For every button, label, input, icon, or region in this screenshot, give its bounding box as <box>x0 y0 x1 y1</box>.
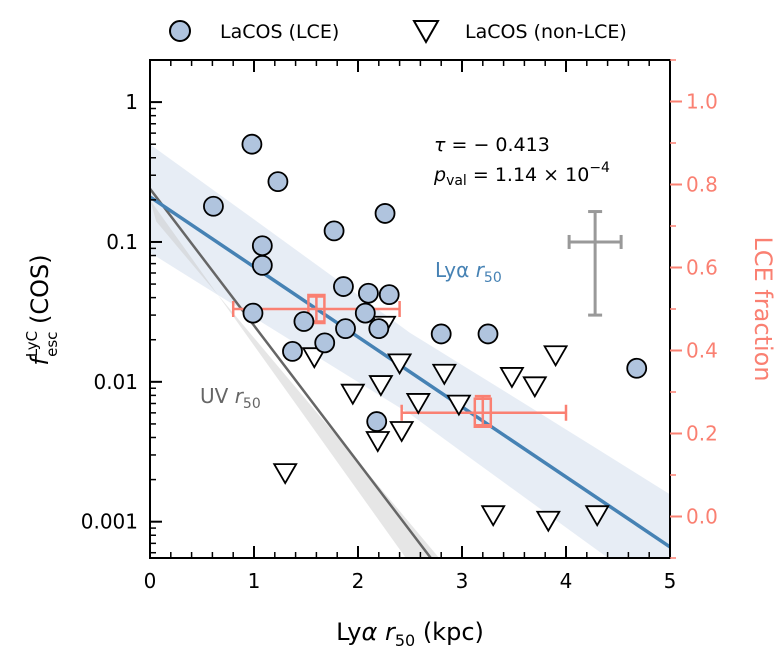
y2-tick-label: 0.4 <box>686 339 718 363</box>
data-point-non-lce <box>340 383 366 406</box>
legend: LaCOS (LCE) LaCOS (non-LCE) <box>169 20 627 45</box>
series-lce <box>203 133 648 432</box>
data-point-lce <box>357 282 379 304</box>
tau-annotation: τ = − 0.413 <box>434 134 550 156</box>
data-point-lce <box>323 220 345 242</box>
data-point-lce <box>242 302 264 324</box>
data-point-lce <box>626 357 648 379</box>
y-axis-ticks: 1 0.1 0.01 0.001 <box>81 59 162 554</box>
uv-fit-label: UV r50 <box>200 384 261 412</box>
y-axis-title: fLyC esc (COS) <box>23 254 61 365</box>
data-point-non-lce <box>499 367 525 389</box>
y2-tick-label: 0.2 <box>686 422 718 446</box>
data-point-lce <box>374 203 396 224</box>
legend-label-lce: LaCOS (LCE) <box>220 21 339 43</box>
y2-tick-label: 0.6 <box>686 256 718 280</box>
lce-fraction-marker <box>307 293 326 325</box>
y2-axis-ticks: 0.0 0.2 0.4 0.6 0.8 1.0 <box>670 59 718 559</box>
data-point-lce <box>366 411 388 432</box>
data-point-non-lce <box>522 376 548 399</box>
pval-annotation: pval = 1.14 × 10−4 <box>433 160 610 189</box>
data-point-non-lce <box>446 394 472 417</box>
data-point-lce <box>430 323 452 345</box>
data-point-non-lce <box>405 393 431 415</box>
data-point-non-lce <box>272 463 298 485</box>
data-point-non-lce <box>368 375 394 397</box>
lce-fraction-marker <box>473 397 493 428</box>
data-point-non-lce <box>543 345 569 368</box>
data-point-non-lce <box>389 421 415 443</box>
y2-tick-label: 1.0 <box>686 90 718 114</box>
typical-error-bar <box>567 210 623 317</box>
data-point-lce <box>378 284 400 306</box>
x-axis-ticks: 0 1 2 3 4 5 <box>144 60 677 593</box>
legend-label-non-lce: LaCOS (non-LCE) <box>465 21 627 43</box>
lya-fit-band <box>150 144 670 558</box>
data-point-lce <box>293 311 315 332</box>
legend-marker-non-lce <box>412 20 440 45</box>
y-tick-label: 0.01 <box>93 370 138 394</box>
data-point-non-lce <box>301 347 327 370</box>
data-point-lce <box>267 171 289 193</box>
lya-fit-label: Lyα r50 <box>435 258 502 286</box>
x-axis-title: Lyα r50 (kpc) <box>336 618 484 650</box>
x-tick-label: 3 <box>456 569 469 593</box>
y2-tick-label: 0.0 <box>686 505 718 529</box>
uv-fit-line <box>150 188 432 558</box>
series-non-lce <box>272 315 610 533</box>
x-tick-label: 1 <box>248 569 261 593</box>
data-point-lce <box>314 332 336 354</box>
data-point-lce <box>203 195 224 217</box>
y-tick-label: 1 <box>125 90 138 114</box>
y-tick-label: 0.001 <box>81 510 138 534</box>
data-point-non-lce <box>387 353 413 376</box>
data-point-non-lce <box>365 431 391 453</box>
y2-axis-title: LCE fraction <box>749 236 777 381</box>
y-tick-label: 0.1 <box>106 230 138 254</box>
data-point-lce <box>333 276 354 297</box>
data-point-lce <box>368 318 390 340</box>
data-point-lce <box>241 133 263 155</box>
x-tick-label: 5 <box>664 569 677 593</box>
x-tick-label: 0 <box>144 569 157 593</box>
data-point-non-lce <box>584 505 610 527</box>
data-point-non-lce <box>480 505 506 527</box>
data-point-non-lce <box>535 510 561 533</box>
data-point-lce <box>354 302 376 324</box>
data-point-lce <box>335 318 356 340</box>
data-point-lce <box>282 341 303 362</box>
lya-fit-line <box>150 195 670 549</box>
legend-marker-lce <box>169 20 191 42</box>
data-point-lce <box>251 235 273 257</box>
data-point-lce <box>477 323 499 345</box>
data-point-lce <box>251 254 273 276</box>
x-tick-label: 4 <box>560 569 573 593</box>
plot-area <box>150 133 670 558</box>
y2-tick-label: 0.8 <box>686 173 718 197</box>
x-tick-label: 2 <box>352 569 365 593</box>
data-point-non-lce <box>431 363 457 386</box>
